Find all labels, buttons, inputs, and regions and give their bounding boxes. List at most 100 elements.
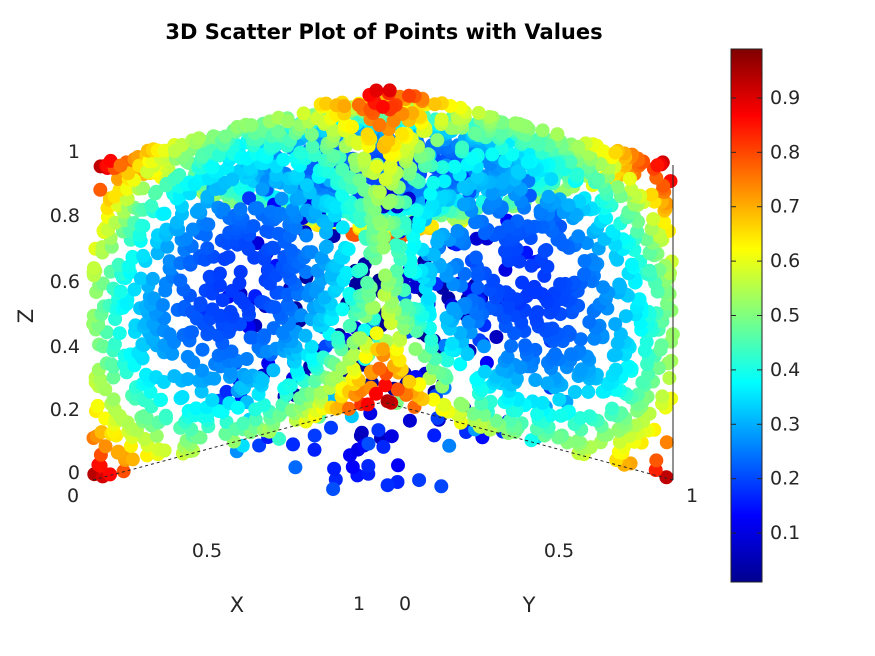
scatter-point	[369, 386, 383, 401]
scatter-point	[300, 178, 314, 193]
scatter-point	[173, 273, 188, 288]
scatter-point	[283, 378, 298, 393]
scatter-point	[381, 133, 396, 148]
scatter-point	[136, 181, 151, 196]
scatter-point	[113, 284, 128, 299]
scatter-point	[571, 139, 586, 154]
scatter-point	[371, 213, 386, 228]
scatter-point	[255, 373, 270, 388]
scatter-point	[274, 191, 289, 206]
scatter-point	[553, 277, 568, 292]
scatter-point	[248, 412, 263, 427]
scatter-point	[244, 118, 259, 133]
scatter-point	[127, 282, 142, 297]
scatter-point	[113, 158, 128, 173]
colorbar: 0.1 0.2 0.3 0.4 0.5 0.6 0.7 0.8 0.9	[730, 48, 800, 583]
scatter-point	[288, 460, 303, 475]
scatter-point	[524, 258, 539, 273]
scatter-point	[650, 158, 665, 173]
scatter-point	[494, 127, 509, 142]
scatter-point	[256, 398, 271, 412]
scatter-point	[267, 241, 281, 256]
scatter-point	[158, 408, 173, 423]
scatter-point	[570, 433, 585, 448]
scatter-point	[160, 239, 175, 254]
scatter-point	[471, 105, 486, 120]
scatter-point	[139, 410, 154, 425]
scatter-point	[250, 201, 265, 216]
scatter-point	[215, 293, 230, 308]
scatter-point	[485, 186, 500, 201]
scatter-point	[193, 296, 208, 311]
scatter-point	[299, 228, 314, 243]
scatter-point	[285, 203, 300, 218]
scatter-point	[205, 393, 220, 408]
scatter-point	[372, 185, 387, 199]
scatter-point	[528, 373, 543, 387]
scatter-point	[305, 139, 320, 154]
scatter-point	[399, 298, 413, 313]
z-tick-label: 0.8	[50, 205, 80, 227]
scatter-point	[662, 371, 677, 386]
scatter-point	[659, 470, 674, 485]
scatter-point	[245, 330, 260, 345]
scatter-point	[337, 99, 352, 114]
scatter-point	[167, 144, 182, 159]
scatter-point	[382, 83, 397, 98]
scatter-point	[644, 187, 659, 202]
scatter-point	[103, 467, 117, 482]
z-tick-label: 0	[68, 462, 80, 484]
scatter-point	[354, 262, 369, 277]
scatter-point	[267, 300, 282, 315]
scatter-point	[357, 151, 372, 166]
scatter-point	[430, 133, 445, 148]
scatter-point	[371, 423, 386, 438]
scatter-point	[272, 431, 287, 446]
scatter-point	[468, 215, 483, 230]
x-tick-label: 1	[353, 593, 365, 615]
scatter-point	[608, 237, 623, 252]
scatter-point	[577, 267, 592, 282]
scatter-point	[201, 217, 216, 232]
scatter-point	[426, 392, 441, 407]
scatter-point	[380, 394, 395, 409]
scatter-point	[639, 232, 654, 247]
scatter-point	[456, 197, 471, 212]
scatter-point	[518, 338, 533, 353]
scatter-point	[572, 194, 587, 209]
scatter-point	[510, 164, 525, 179]
scatter-point	[106, 392, 121, 407]
scatter-point	[606, 348, 621, 363]
scatter-point	[573, 411, 588, 426]
scatter-point	[304, 339, 319, 354]
scatter-point	[376, 230, 391, 245]
scatter-point	[376, 240, 391, 255]
scatter-point	[610, 180, 625, 195]
scatter-point	[326, 482, 341, 497]
scatter-point	[651, 361, 666, 376]
scatter-point	[394, 127, 409, 141]
scatter-point	[223, 365, 238, 380]
scatter-point	[351, 98, 366, 112]
scatter-point	[339, 266, 354, 280]
scatter-point	[298, 328, 313, 343]
y-tick-label: 1	[686, 485, 698, 507]
scatter-point	[200, 241, 215, 256]
scatter-point	[540, 376, 555, 391]
scatter-point	[445, 336, 460, 351]
scatter-point	[520, 155, 535, 170]
scatter-point	[570, 167, 585, 182]
scatter-point	[485, 147, 500, 162]
scatter-point	[381, 195, 396, 210]
scatter-point	[271, 124, 286, 139]
scatter-point	[345, 119, 359, 134]
x-tick-label: 0	[67, 485, 79, 507]
y-axis-line	[92, 401, 384, 481]
scatter-point	[608, 145, 623, 160]
scatter-point	[412, 473, 427, 488]
scatter-point	[573, 332, 588, 347]
scatter-point	[624, 257, 639, 272]
scatter-point	[360, 397, 375, 412]
scatter-point	[205, 160, 220, 175]
